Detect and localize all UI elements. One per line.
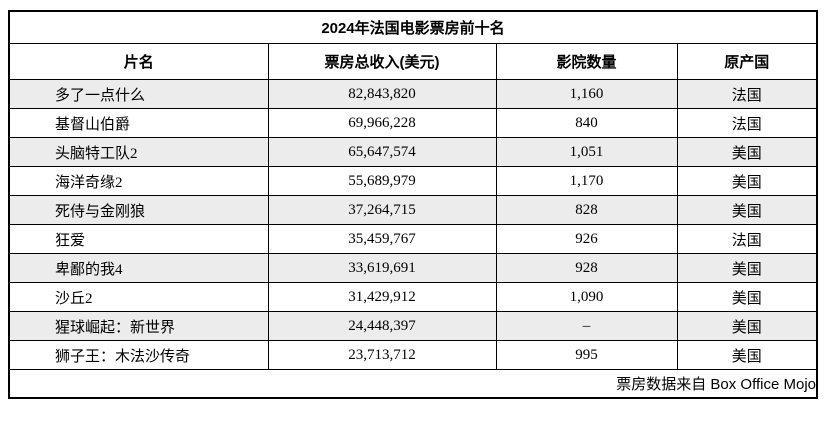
gross-cell: 33,619,691 <box>267 253 497 283</box>
theaters-cell: 995 <box>495 340 678 370</box>
gross-cell: 24,448,397 <box>267 311 497 341</box>
theaters-cell: 1,051 <box>495 137 678 167</box>
film-name-cell: 多了一点什么 <box>8 79 269 109</box>
column-header-gross: 票房总收入(美元) <box>267 43 497 80</box>
data-source-note: 票房数据来自 Box Office Mojo <box>8 369 818 399</box>
table-row: 多了一点什么 82,843,820 1,160 法国 <box>8 79 818 109</box>
table-header-row: 片名 票房总收入(美元) 影院数量 原产国 <box>8 43 818 80</box>
country-cell: 法国 <box>676 224 818 254</box>
country-cell: 美国 <box>676 253 818 283</box>
gross-cell: 37,264,715 <box>267 195 497 225</box>
film-name-cell: 头脑特工队2 <box>8 137 269 167</box>
theaters-cell: 1,160 <box>495 79 678 109</box>
country-cell: 法国 <box>676 79 818 109</box>
table-row: 死侍与金刚狼 37,264,715 828 美国 <box>8 195 818 225</box>
column-header-country: 原产国 <box>676 43 818 80</box>
gross-cell: 82,843,820 <box>267 79 497 109</box>
film-name-cell: 死侍与金刚狼 <box>8 195 269 225</box>
theaters-cell: 926 <box>495 224 678 254</box>
country-cell: 法国 <box>676 108 818 138</box>
table-title: 2024年法国电影票房前十名 <box>8 10 818 44</box>
theaters-cell: 1,090 <box>495 282 678 312</box>
theaters-cell: – <box>495 311 678 341</box>
theaters-cell: 1,170 <box>495 166 678 196</box>
film-name-cell: 猩球崛起：新世界 <box>8 311 269 341</box>
film-name-cell: 基督山伯爵 <box>8 108 269 138</box>
gross-cell: 69,966,228 <box>267 108 497 138</box>
table-row: 狮子王：木法沙传奇 23,713,712 995 美国 <box>8 340 818 370</box>
table-row: 卑鄙的我4 33,619,691 928 美国 <box>8 253 818 283</box>
table-row: 基督山伯爵 69,966,228 840 法国 <box>8 108 818 138</box>
table-row: 沙丘2 31,429,912 1,090 美国 <box>8 282 818 312</box>
gross-cell: 55,689,979 <box>267 166 497 196</box>
theaters-cell: 840 <box>495 108 678 138</box>
country-cell: 美国 <box>676 311 818 341</box>
table-title-row: 2024年法国电影票房前十名 <box>8 10 818 44</box>
film-name-cell: 狂爱 <box>8 224 269 254</box>
table-row: 头脑特工队2 65,647,574 1,051 美国 <box>8 137 818 167</box>
film-name-cell: 卑鄙的我4 <box>8 253 269 283</box>
film-name-cell: 沙丘2 <box>8 282 269 312</box>
gross-cell: 31,429,912 <box>267 282 497 312</box>
country-cell: 美国 <box>676 195 818 225</box>
country-cell: 美国 <box>676 137 818 167</box>
theaters-cell: 828 <box>495 195 678 225</box>
film-name-cell: 海洋奇缘2 <box>8 166 269 196</box>
country-cell: 美国 <box>676 282 818 312</box>
theaters-cell: 928 <box>495 253 678 283</box>
table-footer-row: 票房数据来自 Box Office Mojo <box>8 369 818 399</box>
country-cell: 美国 <box>676 340 818 370</box>
gross-cell: 35,459,767 <box>267 224 497 254</box>
film-name-cell: 狮子王：木法沙传奇 <box>8 340 269 370</box>
gross-cell: 65,647,574 <box>267 137 497 167</box>
table-row: 猩球崛起：新世界 24,448,397 – 美国 <box>8 311 818 341</box>
column-header-theaters: 影院数量 <box>495 43 678 80</box>
table-row: 狂爱 35,459,767 926 法国 <box>8 224 818 254</box>
table-row: 海洋奇缘2 55,689,979 1,170 美国 <box>8 166 818 196</box>
column-header-name: 片名 <box>8 43 269 80</box>
gross-cell: 23,713,712 <box>267 340 497 370</box>
box-office-table: 2024年法国电影票房前十名 片名 票房总收入(美元) 影院数量 原产国 多了一… <box>8 10 818 399</box>
country-cell: 美国 <box>676 166 818 196</box>
